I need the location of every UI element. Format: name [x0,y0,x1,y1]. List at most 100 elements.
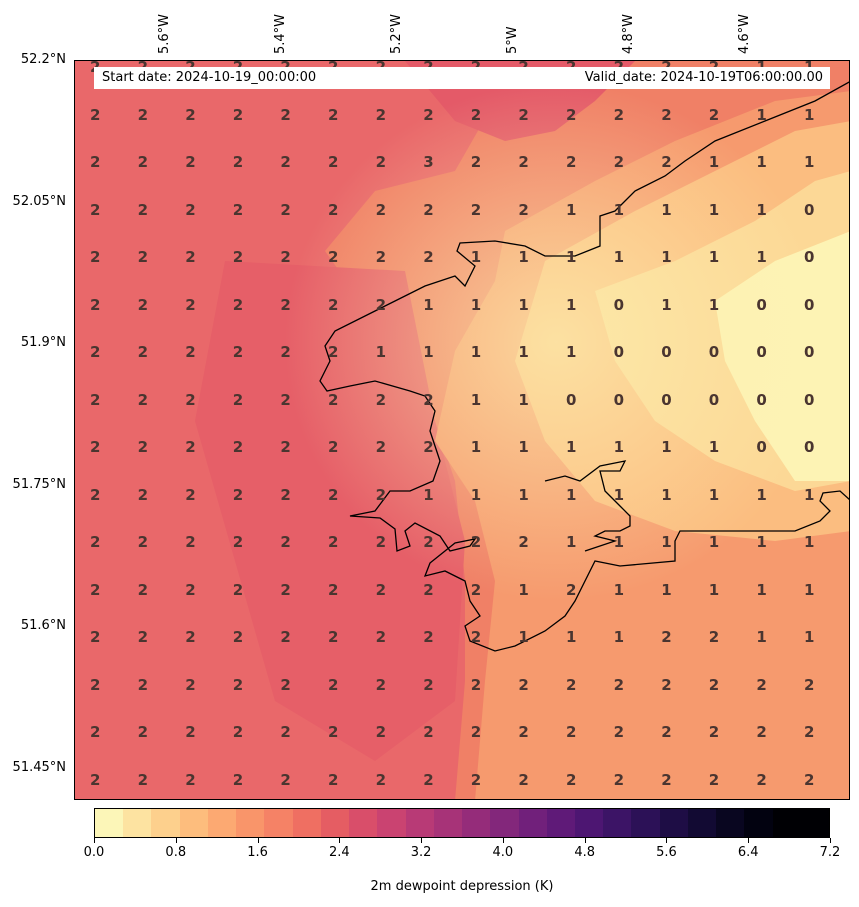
grid-value: 2 [470,533,482,551]
grid-value: 0 [804,343,815,361]
latitude-label: 51.75°N [12,476,66,492]
grid-value: 2 [518,533,529,551]
grid-value: 2 [280,248,291,266]
grid-value: 2 [137,343,149,361]
colorbar-swatch [462,809,491,837]
colorbar-swatch [207,809,237,837]
grid-value: 2 [90,723,101,741]
grid-value: 2 [756,723,767,741]
colorbar-swatch [574,809,604,837]
grid-value: 1 [756,153,767,171]
grid-value: 2 [280,343,291,361]
colorbar-tick-label: 4.0 [492,845,514,860]
colorbar-tick-mark [339,838,341,843]
colorbar-swatch [659,809,688,837]
grid-value: 2 [566,723,577,741]
grid-value: 1 [613,485,625,504]
grid-value: 2 [804,675,815,694]
grid-value: 1 [423,485,434,504]
grid-value: 1 [470,343,482,361]
grid-value: 0 [613,343,625,361]
grid-value: 2 [90,105,101,124]
colorbar-swatch [349,809,378,837]
grid-value: 1 [613,580,625,599]
colorbar-swatch [518,809,547,837]
map-panel: 2 2 2 2 2 2 2 2 2 2 2 2 2 2 1 1 2 2 2 2 2 2 2 2 2 2 2 2 2 2 1 1 2 2 2 2 2 2 2 3… [74,60,850,800]
grid-value: 2 [470,105,482,124]
grid-value: 1 [613,248,625,266]
grid-value: 2 [756,675,767,694]
grid-value: 2 [566,105,577,124]
grid-value: 2 [708,770,720,789]
grid-value: 2 [375,628,387,646]
grid-value: 2 [280,628,291,646]
grid-value: 0 [804,390,815,409]
grid-value: 2 [518,153,529,171]
grid-value: 2 [328,438,339,456]
grid-value: 2 [232,200,244,219]
grid-value: 2 [375,200,387,219]
grid-value: 3 [423,153,434,171]
grid-value: 2 [613,153,625,171]
grid-value: 1 [661,248,672,266]
colorbar-swatch [433,809,463,837]
grid-value: 2 [232,723,244,741]
grid-value: 2 [185,343,196,361]
grid-value: 0 [613,390,625,409]
colorbar-swatch [772,809,801,837]
grid-value: 2 [280,153,291,171]
grid-value: 0 [804,438,815,456]
grid-value: 1 [804,105,815,124]
grid-value: 2 [804,723,815,741]
colorbar-swatch [123,809,152,837]
grid-value: 2 [470,723,482,741]
grid-value: 2 [185,770,196,789]
grid-value: 2 [375,248,387,266]
grid-value: 0 [756,390,767,409]
grid-value: 1 [518,580,529,599]
grid-value: 2 [328,295,339,314]
colorbar-swatch [631,809,660,837]
grid-value: 2 [137,438,149,456]
grid-value: 1 [423,295,434,314]
grid-value: 1 [566,295,577,314]
grid-value: 2 [232,485,244,504]
longitude-label: 5.4°W [273,13,288,54]
colorbar-swatch [800,809,830,837]
grid-value: 2 [90,200,101,219]
colorbar-swatch [546,809,575,837]
grid-value: 2 [185,390,196,409]
grid-value: 2 [185,105,196,124]
grid-value: 2 [232,675,244,694]
grid-value: 2 [613,105,625,124]
grid-value: 1 [756,628,767,646]
grid-value: 2 [232,153,244,171]
grid-value: 1 [708,295,720,314]
field-texture [75,61,849,799]
grid-value: 1 [566,438,577,456]
grid-value: 2 [423,390,434,409]
grid-value: 0 [661,390,672,409]
grid-value: 2 [232,390,244,409]
grid-value: 0 [708,343,720,361]
grid-value: 2 [328,533,339,551]
grid-value: 2 [90,770,101,789]
grid-value: 2 [137,580,149,599]
colorbar-swatch [320,809,350,837]
grid-value: 2 [137,533,149,551]
grid-value: 2 [423,200,434,219]
grid-value: 1 [470,248,482,266]
grid-value: 1 [708,533,720,551]
colorbar-tick-mark [584,838,586,843]
grid-value: 0 [756,343,767,361]
colorbar-tick-mark [421,838,423,843]
grid-value: 2 [566,675,577,694]
grid-value: 1 [566,343,577,361]
grid-value: 2 [518,770,529,789]
date-info-box: Start date: 2024-10-19_00:00:00 Valid_da… [94,67,830,89]
colorbar-tick-label: 0.8 [165,845,187,860]
grid-value: 2 [566,580,577,599]
grid-value: 2 [232,770,244,789]
grid-value: 2 [232,248,244,266]
grid-value: 2 [518,200,529,219]
